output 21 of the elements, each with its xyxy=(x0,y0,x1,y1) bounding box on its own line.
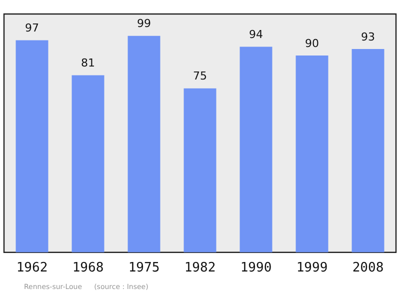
bar xyxy=(240,46,272,252)
x-tick-label: 1999 xyxy=(296,260,328,276)
x-tick-label: 1975 xyxy=(128,260,160,276)
data-label: 93 xyxy=(361,30,375,44)
bar xyxy=(296,56,328,252)
x-tick-label: 1968 xyxy=(72,260,104,276)
data-label: 81 xyxy=(81,56,95,70)
x-tick-label: 1990 xyxy=(240,260,272,276)
x-tick-label: 2008 xyxy=(352,260,384,276)
data-label: 94 xyxy=(249,28,263,42)
bar xyxy=(128,36,160,252)
bar xyxy=(184,88,216,252)
x-tick-label: 1962 xyxy=(16,260,48,276)
data-label: 99 xyxy=(137,17,151,30)
x-tick-label: 1982 xyxy=(184,260,216,276)
data-label: 75 xyxy=(193,70,207,83)
data-label: 97 xyxy=(25,22,39,35)
bar xyxy=(72,75,104,252)
data-label: 90 xyxy=(305,36,319,50)
bar xyxy=(352,48,384,252)
bar xyxy=(16,40,48,252)
